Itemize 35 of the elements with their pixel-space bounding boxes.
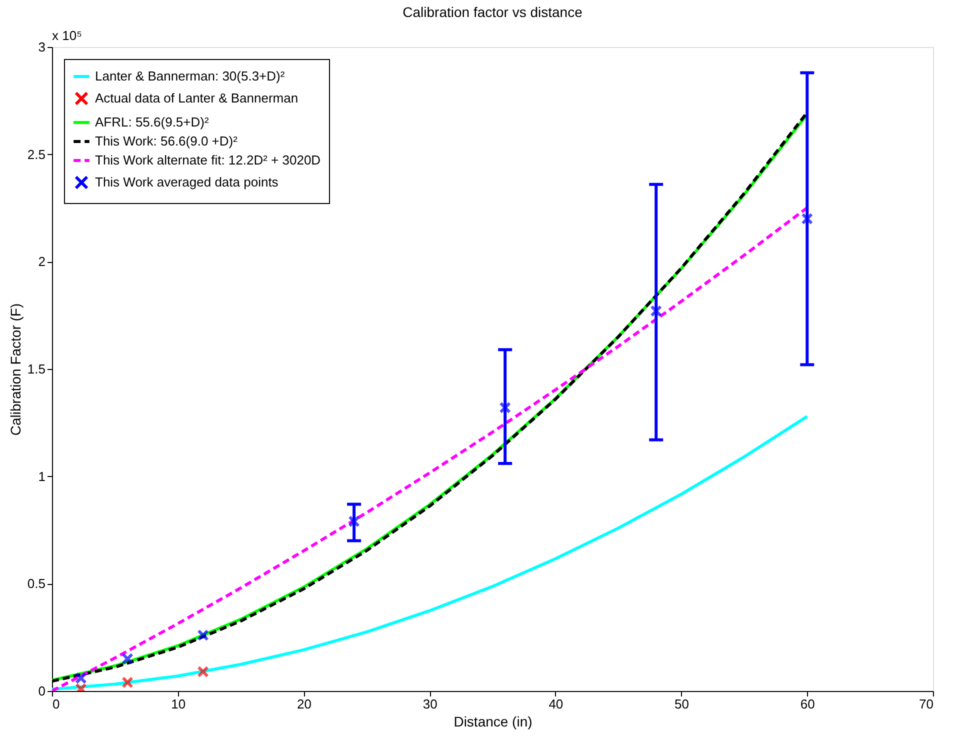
point <box>801 212 814 225</box>
legend-label: This Work alternate fit: 12.2D² + 3020D <box>95 152 321 168</box>
y-tick-label: 0.5 <box>27 576 46 592</box>
legend-label: Actual data of Lanter & Bannerman <box>95 90 298 106</box>
x-tick-label: 20 <box>296 696 312 712</box>
x-tick-label: 30 <box>422 696 438 712</box>
x-tick-label: 50 <box>674 696 690 712</box>
point <box>348 515 360 528</box>
chart-title: Calibration factor vs distance <box>402 4 583 20</box>
legend-label: Lanter & Bannerman: 30(5.3+D)² <box>95 68 286 84</box>
point <box>650 305 662 317</box>
x-tick-label: 0 <box>52 696 60 712</box>
x-tick-label: 10 <box>171 696 186 712</box>
point <box>122 652 134 665</box>
y-tick-label: 0 <box>38 684 46 698</box>
point <box>197 629 209 642</box>
x-axis-title: Distance (in) <box>454 714 532 730</box>
point <box>197 666 209 678</box>
point <box>122 676 134 688</box>
x-tick-label: 40 <box>548 696 564 712</box>
legend-label: This Work averaged data points <box>95 174 279 190</box>
point <box>75 672 87 684</box>
y-tick-label: 2 <box>38 254 46 270</box>
x-tick-label: 70 <box>919 696 934 712</box>
legend-label: AFRL: 55.6(9.5+D)² <box>95 114 210 130</box>
y-tick-label: 1 <box>38 468 46 484</box>
y-tick-label: 3 <box>38 40 46 54</box>
text: x 10⁵ <box>52 28 82 43</box>
x-tick-label: 60 <box>800 696 815 712</box>
line-series <box>52 414 809 691</box>
legend-label: This Work: 56.6(9.0 +D)² <box>95 134 238 148</box>
y-tick-label: 1.5 <box>27 362 46 376</box>
y-axis-title: Calibration Factor (F) <box>7 303 24 436</box>
y-tick-label: 2.5 <box>27 146 46 162</box>
point <box>499 402 512 414</box>
